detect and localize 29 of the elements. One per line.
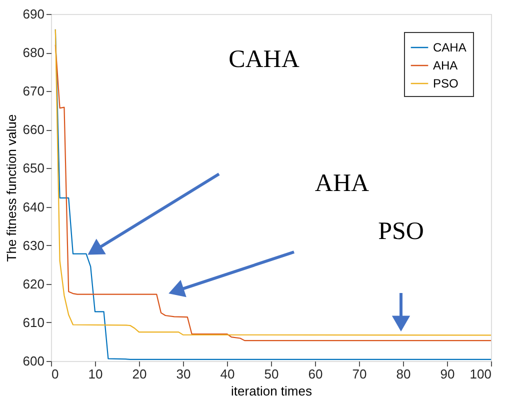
x-tick-label: 50 (264, 366, 279, 382)
y-tick-label: 680 (22, 45, 44, 60)
annotation: CAHA (228, 46, 300, 73)
x-tick-label: 20 (132, 366, 147, 382)
x-tick-label: 0 (52, 366, 59, 382)
y-tick-label: 600 (22, 354, 44, 368)
x-tick-label: 10 (88, 366, 103, 382)
y-tick-label: 630 (22, 238, 44, 253)
y-tick-label: 690 (22, 6, 44, 22)
x-tick-label: 30 (176, 366, 191, 382)
y-tick-label: 670 (22, 84, 44, 99)
legend-label: CAHA (433, 40, 466, 54)
x-tick-label: 40 (220, 366, 235, 382)
legend-label: AHA (433, 58, 458, 72)
y-tick-label: 640 (22, 199, 44, 214)
y-tick-label: 650 (22, 160, 44, 176)
x-tick-label: 60 (308, 366, 323, 382)
x-tick-label: 100 (470, 366, 492, 382)
y-tick-label: 610 (22, 314, 44, 330)
x-tick-label: 70 (352, 366, 367, 382)
x-axis-title: iteration times (231, 384, 312, 398)
annotation: AHA (314, 170, 370, 197)
y-tick-label: 620 (22, 276, 44, 292)
legend-label: PSO (433, 76, 458, 90)
x-tick-label: 90 (440, 366, 455, 382)
annotation: PSO (378, 218, 424, 245)
x-tick-label: 80 (396, 366, 411, 382)
y-axis-title: The fitness function value (4, 114, 19, 262)
y-tick-label: 660 (22, 122, 44, 138)
